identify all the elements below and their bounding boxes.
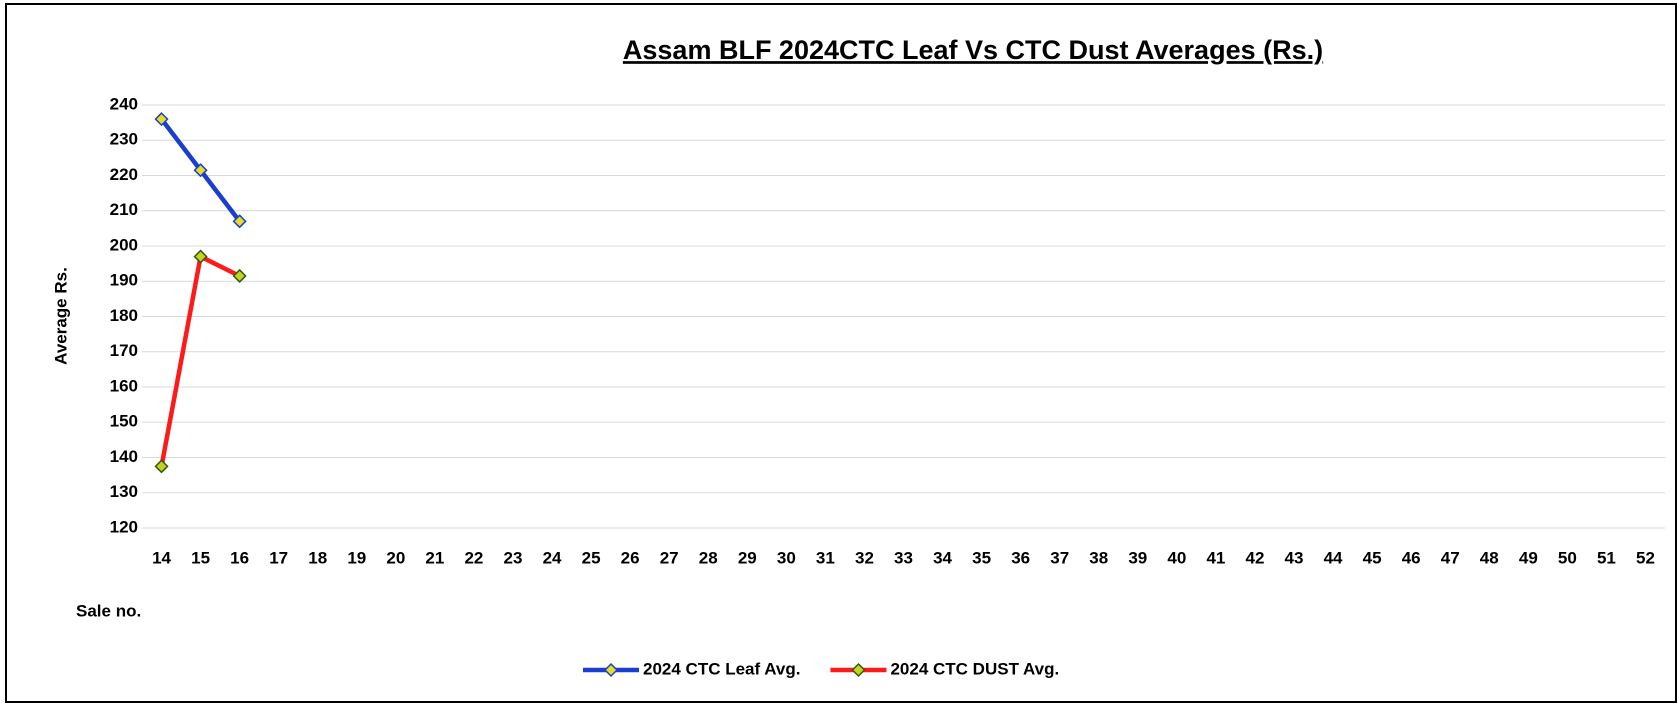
y-tick-label: 220 [110, 165, 138, 184]
y-tick-label: 160 [110, 376, 138, 395]
x-tick-label: 23 [504, 548, 523, 567]
series-marker [193, 249, 208, 264]
y-tick-label: 120 [110, 517, 138, 536]
x-tick-label: 45 [1363, 548, 1382, 567]
y-tick-label: 140 [110, 447, 138, 466]
x-tick-label: 34 [933, 548, 952, 567]
y-tick-label: 190 [110, 271, 138, 290]
x-tick-label: 50 [1558, 548, 1577, 567]
x-tick-label: 51 [1597, 548, 1616, 567]
x-tick-label: 32 [855, 548, 874, 567]
x-tick-label: 52 [1636, 548, 1655, 567]
series-marker [154, 112, 169, 127]
legend-label: 2024 CTC DUST Avg. [890, 659, 1059, 678]
y-tick-label: 130 [110, 482, 138, 501]
x-tick-label: 36 [1011, 548, 1030, 567]
x-tick-label: 22 [464, 548, 483, 567]
x-tick-label: 19 [347, 548, 366, 567]
y-axis-label: Average Rs. [51, 267, 70, 365]
x-tick-label: 37 [1050, 548, 1069, 567]
x-tick-label: 40 [1167, 548, 1186, 567]
legend-label: 2024 CTC Leaf Avg. [643, 659, 800, 678]
series-marker [232, 268, 247, 284]
x-tick-label: 46 [1402, 548, 1421, 567]
x-tick-label: 15 [191, 548, 210, 567]
x-tick-label: 42 [1246, 548, 1265, 567]
x-tick-label: 31 [816, 548, 835, 567]
x-tick-label: 38 [1089, 548, 1108, 567]
x-axis-label: Sale no. [76, 601, 141, 620]
x-tick-label: 33 [894, 548, 913, 567]
x-tick-label: 24 [543, 548, 562, 567]
x-tick-label: 18 [308, 548, 327, 567]
y-tick-label: 240 [110, 94, 138, 113]
x-tick-label: 14 [152, 548, 171, 567]
x-tick-label: 39 [1128, 548, 1147, 567]
x-tick-label: 21 [425, 548, 444, 567]
y-tick-label: 170 [110, 341, 138, 360]
x-tick-label: 49 [1519, 548, 1538, 567]
y-tick-label: 180 [110, 306, 138, 325]
x-tick-label: 25 [582, 548, 601, 567]
y-tick-label: 150 [110, 412, 138, 431]
y-tick-label: 210 [110, 200, 138, 219]
x-tick-label: 44 [1324, 548, 1343, 567]
x-tick-label: 17 [269, 548, 288, 567]
chart-frame [5, 3, 1677, 703]
legend-marker [851, 662, 866, 678]
x-tick-label: 41 [1206, 548, 1225, 567]
y-tick-label: 200 [110, 235, 138, 254]
x-tick-label: 26 [621, 548, 640, 567]
x-tick-label: 16 [230, 548, 249, 567]
y-tick-label: 230 [110, 130, 138, 149]
series-marker [154, 459, 169, 474]
x-tick-label: 28 [699, 548, 718, 567]
x-tick-label: 30 [777, 548, 796, 567]
x-tick-label: 48 [1480, 548, 1499, 567]
legend-marker [603, 662, 619, 678]
chart-title: Assam BLF 2024CTC Leaf Vs CTC Dust Avera… [623, 35, 1323, 65]
x-tick-label: 47 [1441, 548, 1460, 567]
x-tick-label: 43 [1285, 548, 1304, 567]
series-marker [232, 214, 247, 229]
x-tick-label: 35 [972, 548, 991, 567]
x-tick-label: 20 [386, 548, 405, 567]
x-tick-label: 29 [738, 548, 757, 567]
series-marker [193, 163, 208, 178]
x-tick-label: 27 [660, 548, 679, 567]
